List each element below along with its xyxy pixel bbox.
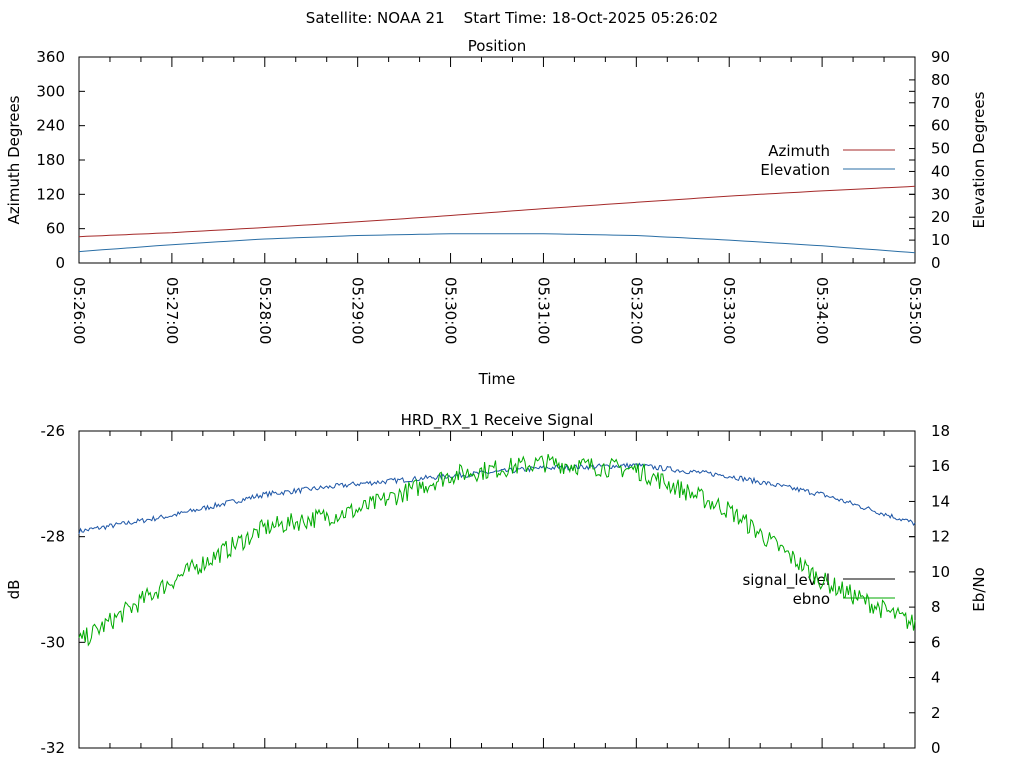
y2-tick-label: 4 xyxy=(931,669,941,687)
x-tick-label: 05:34:00 xyxy=(813,277,831,344)
chart-title: HRD_RX_1 Receive Signal xyxy=(401,411,594,430)
x-tick-label: 05:35:00 xyxy=(906,277,924,344)
y2-axis-label: Eb/No xyxy=(970,567,988,611)
y2-tick-label: 16 xyxy=(931,457,950,475)
y-tick-label: 120 xyxy=(36,185,65,203)
y-tick-label: -26 xyxy=(41,422,66,440)
plot-frame xyxy=(78,430,916,749)
figure-title: Satellite: NOAA 21 Start Time: 18-Oct-20… xyxy=(306,9,718,27)
series-line-azimuth xyxy=(78,185,916,238)
y2-tick-label: 50 xyxy=(931,140,950,158)
x-tick-label: 05:26:00 xyxy=(70,277,88,344)
y2-tick-label: 2 xyxy=(931,704,941,722)
y-axis-label: Azimuth Degrees xyxy=(5,95,23,224)
x-tick-label: 05:31:00 xyxy=(534,277,552,344)
y-tick-label: 0 xyxy=(55,254,65,272)
legend-label: ebno xyxy=(793,590,830,608)
series-line-elevation xyxy=(78,233,916,254)
x-tick-label: 05:32:00 xyxy=(627,277,645,344)
x-tick-label: 05:28:00 xyxy=(256,277,274,344)
x-tick-label: 05:30:00 xyxy=(442,277,460,344)
legend-label: Elevation xyxy=(760,161,830,179)
y2-tick-label: 14 xyxy=(931,492,950,510)
x-tick-label: 05:33:00 xyxy=(720,277,738,344)
chart-title: Position xyxy=(468,37,526,55)
y2-tick-label: 18 xyxy=(931,422,950,440)
y-tick-label: -30 xyxy=(41,633,66,651)
y2-tick-label: 60 xyxy=(931,117,950,135)
series-line-signal-level xyxy=(78,462,916,535)
position-chart: Position 0 60 120 180 240 300 360 0 10 20 30 40 50 60 7… xyxy=(5,37,988,388)
y2-tick-label: 40 xyxy=(931,162,950,180)
x-tick-label: 05:29:00 xyxy=(349,277,367,344)
y2-tick-label: 70 xyxy=(931,94,950,112)
y2-tick-label: 8 xyxy=(931,598,941,616)
x-tick-label: 05:27:00 xyxy=(163,277,181,344)
y2-tick-label: 20 xyxy=(931,208,950,226)
y-tick-label: 240 xyxy=(36,117,65,135)
legend-label: Azimuth xyxy=(768,142,830,160)
y2-tick-label: 12 xyxy=(931,528,950,546)
y2-tick-label: 0 xyxy=(931,254,941,272)
y-tick-label: 360 xyxy=(36,48,65,66)
y2-tick-label: 90 xyxy=(931,48,950,66)
y-tick-label: -32 xyxy=(41,739,66,757)
plot-frame xyxy=(78,56,916,264)
y2-tick-label: 6 xyxy=(931,633,941,651)
y2-tick-label: 0 xyxy=(931,739,941,757)
y2-tick-label: 10 xyxy=(931,563,950,581)
y-tick-label: 180 xyxy=(36,151,65,169)
y2-tick-label: 80 xyxy=(931,71,950,89)
receive-signal-chart: HRD_RX_1 Receive Signal -32 -30 -28 -26 0 2 4 6 8… xyxy=(5,411,988,757)
series-line-ebno xyxy=(78,453,916,647)
x-axis-label: Time xyxy=(478,370,516,388)
y-tick-label: 300 xyxy=(36,82,65,100)
y-tick-label: 60 xyxy=(46,220,65,238)
y-tick-label: -28 xyxy=(41,528,66,546)
y2-axis-label: Elevation Degrees xyxy=(970,91,988,228)
y-axis-label: dB xyxy=(5,580,23,600)
y2-tick-label: 30 xyxy=(931,185,950,203)
legend-label: signal_level xyxy=(742,571,830,590)
y2-tick-label: 10 xyxy=(931,231,950,249)
